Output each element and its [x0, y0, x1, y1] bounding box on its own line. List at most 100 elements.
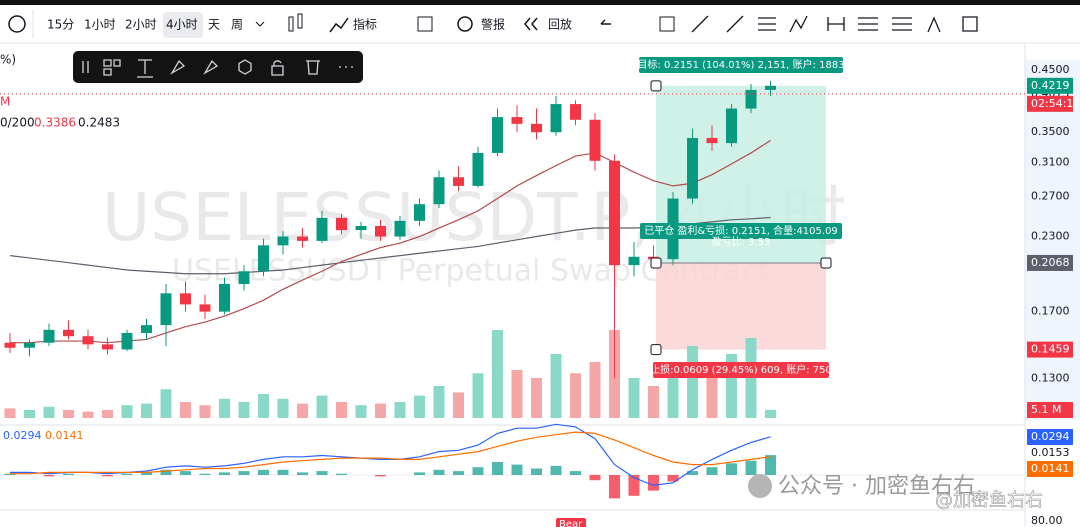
candle-body	[355, 225, 367, 231]
dropdown-icon[interactable]	[255, 21, 265, 27]
hist-value: 0.0153	[1031, 446, 1070, 459]
candle-body	[219, 283, 230, 312]
macd-hist	[258, 469, 269, 475]
macd-hist	[589, 475, 601, 481]
candle-icon[interactable]	[288, 16, 294, 32]
macd-legend: 0.0294	[3, 429, 42, 442]
countdown: 02:54:17	[1031, 97, 1080, 110]
volume-bar	[258, 394, 269, 418]
bear-label: Bear	[559, 519, 583, 527]
candle-body	[472, 152, 484, 186]
volume-bar	[219, 398, 230, 418]
entry-price: 0.2068	[1031, 256, 1070, 269]
candle-body	[765, 85, 776, 90]
y-tick-label: 0.2700	[1031, 190, 1070, 203]
volume-bar	[648, 386, 659, 418]
volume-bar	[82, 411, 94, 418]
lower-pane-label: 80.00	[1031, 514, 1063, 527]
candle-body	[726, 108, 737, 144]
macd-hist	[297, 472, 308, 475]
ma-slow-value: 0.2483	[78, 116, 120, 130]
replay-icon[interactable]	[524, 17, 538, 31]
candle-body	[687, 137, 698, 199]
volume-bar	[375, 403, 386, 418]
interval[interactable]: 15分	[47, 18, 74, 32]
candle-icon[interactable]	[297, 13, 303, 29]
interval[interactable]: 4小时	[166, 18, 198, 32]
volume-value: 5.1 M	[1031, 403, 1061, 416]
candle-body	[589, 119, 601, 161]
volume-bar	[726, 354, 737, 418]
loss-zone	[656, 262, 826, 350]
volume-bar	[433, 386, 445, 418]
volume-bar	[43, 406, 55, 418]
add-icon[interactable]	[8, 15, 26, 33]
candle-body	[511, 117, 523, 124]
macd-hist	[336, 473, 347, 475]
indicators-button[interactable]: 指标	[353, 17, 377, 32]
alert-icon[interactable]	[457, 16, 473, 32]
drawing-tools[interactable]	[691, 15, 978, 33]
interval[interactable]: 1小时	[84, 18, 116, 32]
candle-body	[609, 160, 620, 266]
candle-body	[102, 344, 113, 350]
candle-body	[531, 123, 542, 133]
macd-hist	[180, 471, 191, 475]
volume-bar	[102, 410, 113, 418]
candle-body	[180, 293, 191, 305]
candle-body	[550, 104, 562, 133]
macd-hist	[102, 475, 113, 477]
candle-body	[258, 245, 269, 272]
interval[interactable]: 天	[208, 18, 220, 32]
macd-hist	[628, 475, 640, 496]
volume-bar	[765, 409, 776, 418]
candle-body	[433, 177, 445, 205]
macd-hist	[726, 463, 737, 475]
interval[interactable]: 周	[231, 18, 243, 32]
alert-button[interactable]: 警报	[481, 17, 505, 32]
volume-bar	[355, 405, 367, 418]
candle-body	[706, 137, 718, 144]
macd-hist	[687, 471, 698, 475]
volume-bar	[160, 389, 172, 418]
macd-hist	[43, 475, 55, 477]
entry-price-bg	[1027, 254, 1073, 271]
signal-value: 0.0141	[1031, 462, 1070, 475]
volume-bar	[706, 370, 718, 418]
volume-bar	[570, 373, 581, 418]
replay-button[interactable]: 回放	[548, 17, 572, 32]
candle-body	[628, 256, 640, 266]
volume-bar	[238, 402, 250, 418]
volume-bar	[687, 346, 698, 418]
interval[interactable]: 2小时	[125, 18, 157, 32]
stop-label: 止损:0.0609 (29.45%) 609, 账户: 750	[650, 363, 832, 376]
candle-body	[4, 342, 16, 348]
indicator-icon[interactable]	[329, 17, 349, 33]
volume-bar	[628, 378, 640, 418]
countdown-bg	[1027, 95, 1073, 112]
macd-hist	[141, 472, 152, 475]
floating-toolbar-icons[interactable]	[82, 59, 353, 78]
volume-bar	[531, 378, 542, 418]
volume-bar	[453, 392, 464, 418]
macd-value-bg	[1027, 429, 1073, 445]
layout-icon[interactable]	[417, 16, 433, 32]
macd-hist	[492, 462, 503, 475]
y-tick-label: 0.3500	[1031, 125, 1070, 138]
target-label-bg	[639, 57, 843, 73]
candle-body	[745, 89, 757, 109]
price-axis-bg	[1025, 60, 1080, 420]
active-interval-bg	[163, 12, 203, 38]
candle-body	[277, 236, 289, 246]
rect-tool[interactable]	[659, 16, 675, 32]
stop-label-bg	[653, 362, 829, 378]
macd-hist	[453, 471, 464, 475]
candle-body	[453, 177, 464, 186]
ma-fast-line	[10, 139, 771, 344]
macd-hist	[219, 472, 230, 475]
candle-body	[82, 336, 94, 345]
volume-bar	[316, 395, 328, 418]
undo-icon[interactable]	[600, 19, 611, 25]
